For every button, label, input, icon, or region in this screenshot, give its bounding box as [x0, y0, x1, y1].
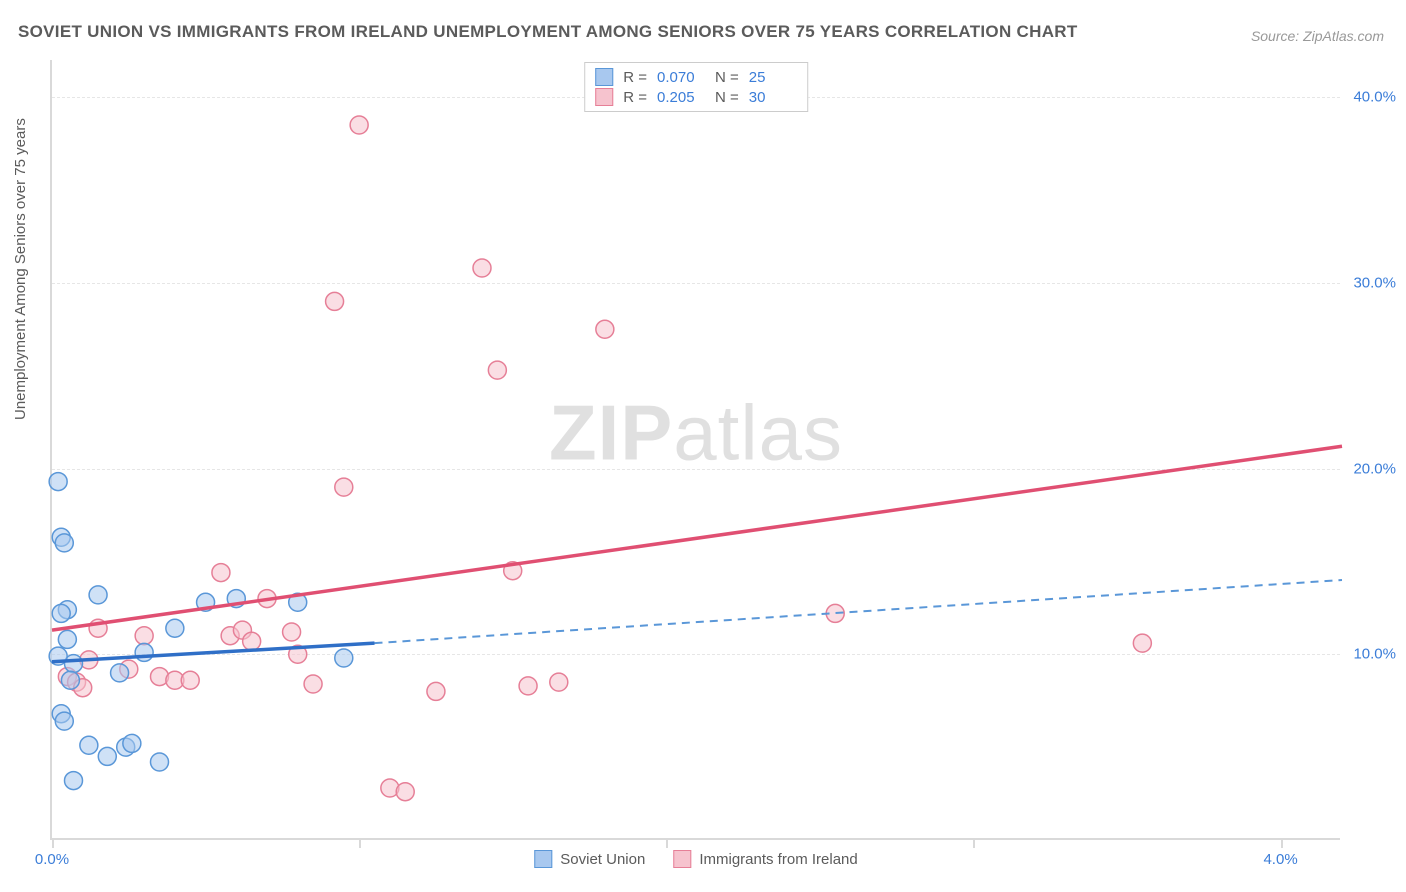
scatter-point: [135, 627, 153, 645]
scatter-point: [80, 736, 98, 754]
correlation-legend: R =0.070N =25R =0.205N =30: [584, 62, 808, 112]
y-tick-label: 30.0%: [1353, 274, 1396, 291]
scatter-point: [49, 473, 67, 491]
scatter-point: [550, 673, 568, 691]
scatter-point: [596, 320, 614, 338]
legend-swatch: [595, 68, 613, 86]
scatter-point: [304, 675, 322, 693]
series-legend: Soviet Union Immigrants from Ireland: [534, 850, 857, 868]
source-attribution: Source: ZipAtlas.com: [1251, 28, 1384, 44]
scatter-point: [488, 361, 506, 379]
x-tick: [359, 838, 361, 848]
y-axis-label: Unemployment Among Seniors over 75 years: [12, 118, 29, 420]
scatter-point: [151, 753, 169, 771]
scatter-point: [243, 632, 261, 650]
scatter-point: [135, 643, 153, 661]
scatter-point: [1133, 634, 1151, 652]
scatter-point: [427, 682, 445, 700]
scatter-point: [98, 747, 116, 765]
scatter-point: [181, 671, 199, 689]
scatter-point: [335, 649, 353, 667]
trend-line: [52, 643, 375, 662]
legend-row: R =0.070N =25: [595, 67, 797, 87]
chart-plot-area: ZIPatlas 10.0%20.0%30.0%40.0% 0.0%4.0% R…: [50, 60, 1340, 840]
scatter-point: [335, 478, 353, 496]
scatter-point: [283, 623, 301, 641]
legend-item: Immigrants from Ireland: [673, 850, 857, 868]
trend-line: [52, 446, 1342, 630]
x-tick: [666, 838, 668, 848]
y-tick-label: 40.0%: [1353, 89, 1396, 106]
y-tick-label: 20.0%: [1353, 460, 1396, 477]
x-tick: [1281, 838, 1283, 848]
legend-row: R =0.205N =30: [595, 87, 797, 107]
scatter-point: [396, 783, 414, 801]
chart-title: SOVIET UNION VS IMMIGRANTS FROM IRELAND …: [18, 22, 1078, 42]
x-tick-label: 0.0%: [35, 851, 69, 868]
scatter-point: [473, 259, 491, 277]
x-tick-label: 4.0%: [1263, 851, 1297, 868]
scatter-point: [519, 677, 537, 695]
legend-label: Immigrants from Ireland: [699, 851, 857, 868]
scatter-point: [350, 116, 368, 134]
scatter-point: [55, 534, 73, 552]
legend-swatch: [534, 850, 552, 868]
scatter-point: [123, 734, 141, 752]
scatter-point: [58, 630, 76, 648]
scatter-point: [55, 712, 73, 730]
scatter-point: [65, 772, 83, 790]
legend-swatch: [673, 850, 691, 868]
legend-swatch: [595, 88, 613, 106]
scatter-plot: [52, 60, 1340, 838]
trend-line: [375, 580, 1343, 643]
legend-label: Soviet Union: [560, 851, 645, 868]
scatter-point: [89, 586, 107, 604]
y-tick-label: 10.0%: [1353, 646, 1396, 663]
scatter-point: [166, 619, 184, 637]
x-tick: [52, 838, 54, 848]
scatter-point: [326, 292, 344, 310]
scatter-point: [52, 604, 70, 622]
scatter-point: [111, 664, 129, 682]
scatter-point: [212, 564, 230, 582]
legend-item: Soviet Union: [534, 850, 645, 868]
scatter-point: [61, 671, 79, 689]
x-tick: [973, 838, 975, 848]
